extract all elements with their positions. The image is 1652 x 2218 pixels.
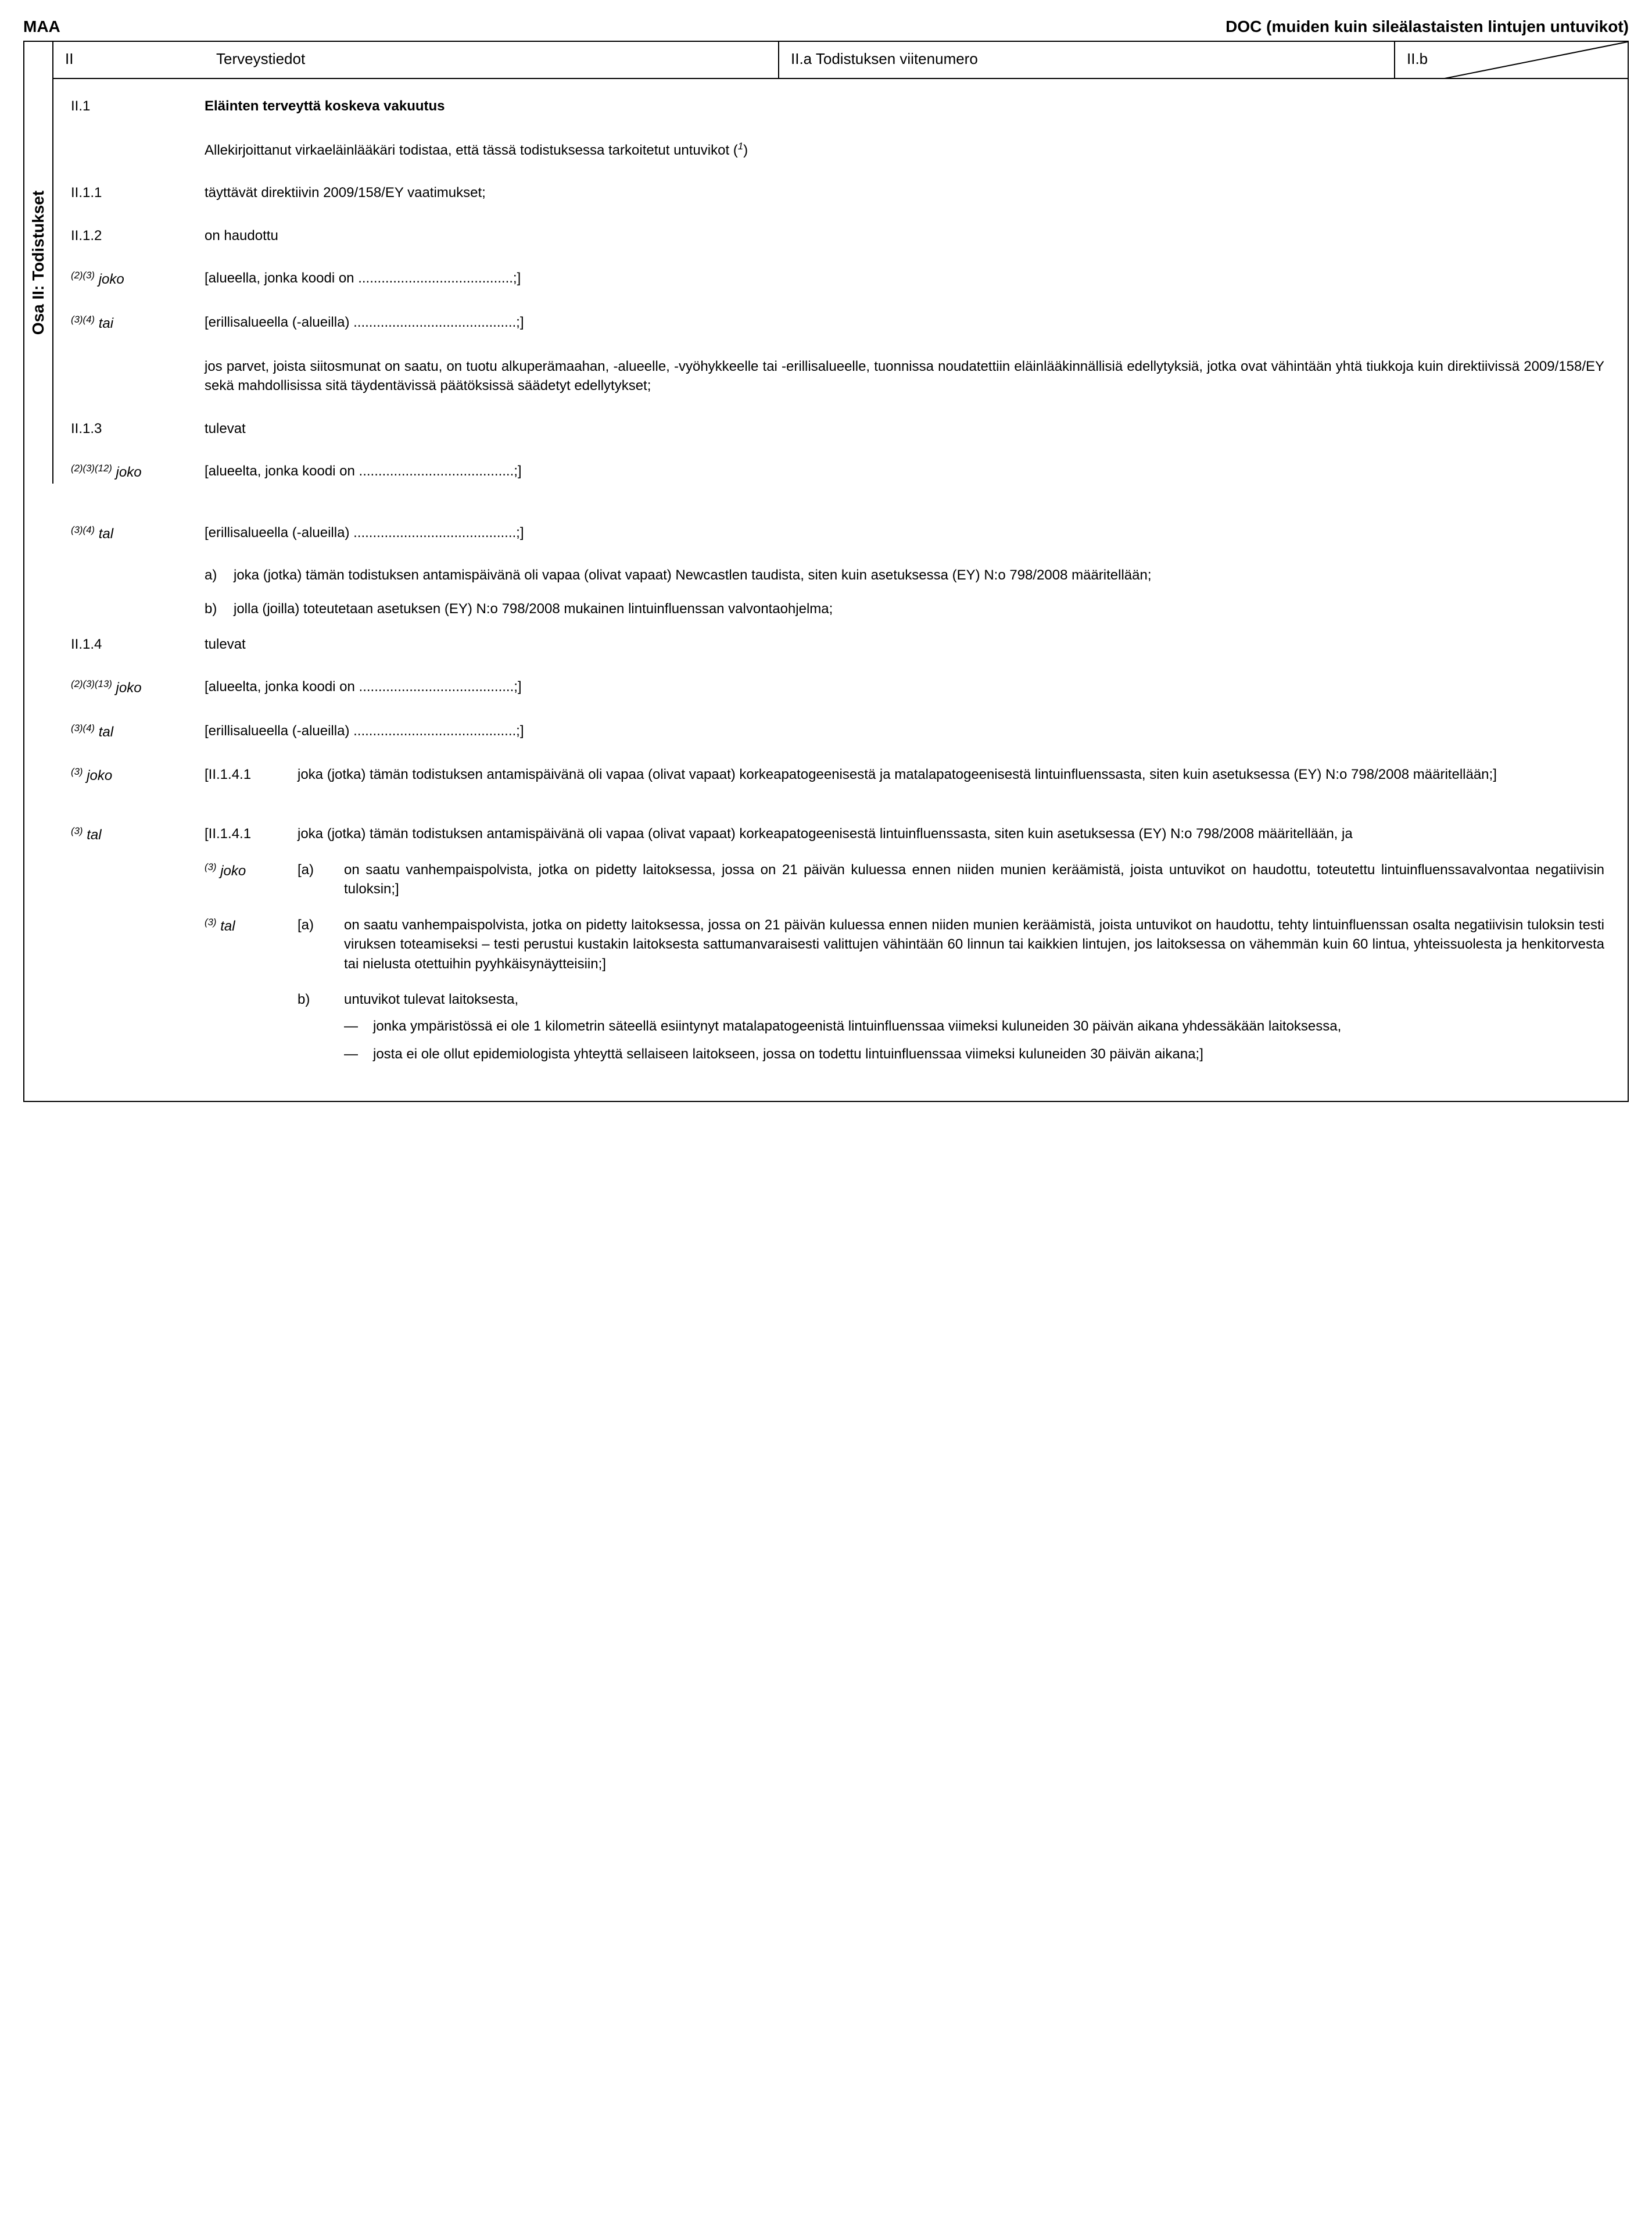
row-II12: II.1.2 on haudottu (53, 226, 1604, 246)
dash-2: — josta ei ole ollut epidemiologista yht… (344, 1044, 1604, 1064)
II141-tal-nested: [II.1.4.1 joka (jotka) tämän todistuksen… (205, 824, 1604, 844)
dash-1: — jonka ympäristössä ei ole 1 kilometrin… (344, 1017, 1604, 1036)
title-II1: Eläinten terveyttä koskeva vakuutus (205, 96, 1604, 116)
main-area: II Terveystiedot II.a Todistuksen viiten… (53, 42, 1628, 523)
label-II1: II.1 (53, 96, 205, 116)
joko2-text: [alueelta, jonka koodi on ..............… (205, 462, 1604, 482)
label-II13: II.1.3 (53, 419, 205, 439)
top-row: II Terveystiedot II.a Todistuksen viiten… (53, 42, 1628, 79)
row-tai2: (3)(4) tal [erillisalueella (-alueilla) … (53, 523, 1604, 544)
inner-tal: (3) tal [a) on saatu vanhempaispolvista,… (205, 915, 1604, 974)
row-tai3: (3)(4) tal [erillisalueella (-alueilla) … (53, 721, 1604, 742)
header-right: DOC (muiden kuin sileälastaisten lintuje… (1225, 17, 1629, 36)
outer-frame: Osa II: Todistukset II Terveystiedot II.… (23, 41, 1629, 523)
II141-joko-nested: [II.1.4.1 joka (jotka) tämän todistuksen… (205, 765, 1604, 785)
row-II1: II.1 Eläinten terveyttä koskeva vakuutus (53, 96, 1604, 116)
row-II11: II.1.1 täyttävät direktiivin 2009/158/EY… (53, 183, 1604, 203)
bottom-content: (3)(4) tal [erillisalueella (-alueilla) … (53, 523, 1604, 1072)
tai1-text: [erillisalueella (-alueilla) ...........… (205, 313, 1604, 334)
content-area: II.1 Eläinten terveyttä koskeva vakuutus… (53, 79, 1628, 523)
row-II1-intro: Allekirjoittanut virkaeläinlääkäri todis… (53, 139, 1604, 160)
tai3-text: [erillisalueella (-alueilla) ...........… (205, 721, 1604, 742)
page-header: MAA DOC (muiden kuin sileälastaisten lin… (23, 17, 1629, 36)
row-joko2: (2)(3)(12) joko [alueelta, jonka koodi o… (53, 462, 1604, 482)
tai2-text: [erillisalueella (-alueilla) ...........… (205, 523, 1604, 544)
label-II12: II.1.2 (53, 226, 205, 246)
text-II11: täyttävät direktiivin 2009/158/EY vaatim… (205, 183, 1604, 203)
row-tai1: (3)(4) tai [erillisalueella (-alueilla) … (53, 313, 1604, 334)
intro-text: Allekirjoittanut virkaeläinlääkäri todis… (205, 139, 1604, 160)
top-col-iib: II.b (1395, 42, 1628, 78)
dash-list: — jonka ympäristössä ei ole 1 kilometrin… (205, 1017, 1604, 1064)
joko3-text: [alueelta, jonka koodi on ..............… (205, 677, 1604, 698)
joko1-text: [alueella, jonka koodi on ..............… (205, 269, 1604, 289)
II13-b: b) jolla (joilla) toteutetaan asetuksen … (205, 601, 1604, 617)
header-left: MAA (23, 17, 60, 36)
row-para1: jos parvet, joista siitosmunat on saatu,… (53, 357, 1604, 396)
II13-a: a) joka (jotka) tämän todistuksen antami… (205, 567, 1604, 584)
text-II13: tulevat (205, 419, 1604, 439)
text-II14: tulevat (205, 635, 1604, 654)
row-II141-joko: (3) joko [II.1.4.1 joka (jotka) tämän to… (53, 765, 1604, 801)
row-II141-tal: (3) tal [II.1.4.1 joka (jotka) tämän tod… (53, 824, 1604, 1072)
row-joko3: (2)(3)(13) joko [alueelta, jonka koodi o… (53, 677, 1604, 698)
vertical-tab: Osa II: Todistukset (24, 42, 53, 484)
top-col-title: Terveystiedot (205, 42, 779, 78)
b-section: b) untuvikot tulevat laitoksesta, (205, 990, 1604, 1010)
top-col-iia: II.a Todistuksen viitenumero (779, 42, 1395, 78)
row-joko1: (2)(3) joko [alueella, jonka koodi on ..… (53, 269, 1604, 289)
label-II14: II.1.4 (53, 635, 205, 654)
text-II12: on haudottu (205, 226, 1604, 246)
label-II11: II.1.1 (53, 183, 205, 203)
row-II13: II.1.3 tulevat (53, 419, 1604, 439)
diagonal-line-icon (1395, 42, 1628, 78)
row-II14: II.1.4 tulevat (53, 635, 1604, 654)
vertical-label: Osa II: Todistukset (29, 191, 48, 335)
inner-joko: (3) joko [a) on saatu vanhempaispolvista… (205, 860, 1604, 899)
bottom-frame: (3)(4) tal [erillisalueella (-alueilla) … (23, 523, 1629, 1102)
top-col-ii: II (53, 42, 205, 78)
para1-text: jos parvet, joista siitosmunat on saatu,… (205, 357, 1604, 396)
